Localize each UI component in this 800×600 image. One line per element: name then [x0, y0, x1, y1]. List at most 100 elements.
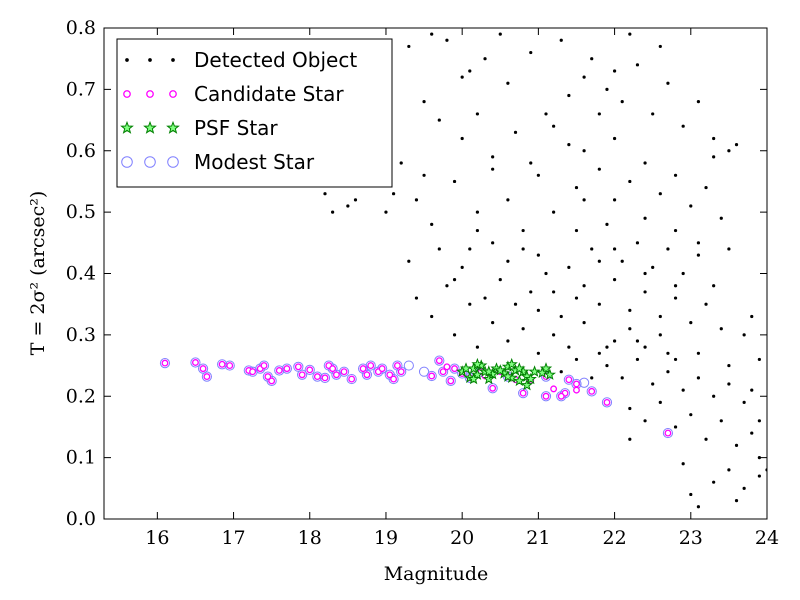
detected-object-point [605, 363, 609, 368]
modest-star-point [418, 366, 430, 377]
detected-object-point [750, 431, 754, 435]
detected-object-point [651, 112, 655, 116]
legend-label: Candidate Star [194, 82, 344, 106]
candidate-star-point [218, 360, 226, 368]
detected-object-point [666, 247, 670, 251]
detected-object-point [597, 112, 601, 116]
x-tick-label: 19 [374, 527, 398, 549]
candidate-star-point [264, 373, 272, 381]
detected-object-point [696, 505, 701, 509]
detected-object-point [681, 271, 685, 276]
modest-star-point [434, 355, 445, 366]
candidate-star-point [393, 362, 401, 370]
detected-object-point [635, 339, 640, 343]
x-tick-label: 22 [602, 527, 626, 549]
detected-object-point [475, 210, 480, 214]
candidate-star-point [447, 377, 455, 385]
detected-object-point [437, 247, 441, 251]
psf-star-point [513, 362, 526, 374]
modest-star-point [396, 366, 407, 377]
detected-object-point [346, 204, 350, 208]
detected-object-point [544, 271, 548, 276]
detected-object-point [574, 357, 579, 362]
detected-object-point [513, 302, 518, 306]
candidate-star-point [573, 386, 580, 394]
detected-object-point [628, 327, 632, 331]
detected-object-point [651, 265, 655, 269]
detected-object-point [582, 284, 586, 288]
detected-object-point [536, 253, 540, 257]
modest-star-point [586, 386, 597, 397]
candidate-star-point [378, 365, 386, 373]
detected-object-point [597, 302, 601, 306]
detected-object-point [620, 259, 624, 263]
candidate-star-point [428, 372, 436, 380]
y-tick-label: 0.2 [66, 385, 96, 407]
detected-object-point [475, 112, 480, 116]
candidate-star-point [439, 368, 447, 376]
candidate-star-point [306, 366, 314, 374]
detected-object-point [612, 278, 617, 282]
detected-object-point [460, 265, 464, 269]
detected-object-point [750, 314, 754, 319]
candidate-star-point [588, 387, 596, 395]
detected-object-point [696, 376, 701, 380]
modest-star-point [365, 360, 376, 371]
detected-object-point [498, 278, 502, 282]
detected-object-point [590, 376, 594, 380]
candidate-star-point [313, 373, 321, 381]
detected-object-point [567, 265, 571, 269]
detected-object-point [658, 44, 662, 49]
legend-marker [166, 120, 180, 134]
detected-object-point [582, 75, 586, 79]
detected-object-point [673, 357, 678, 362]
detected-object-point [559, 370, 563, 374]
candidate-star-point [550, 385, 558, 393]
detected-object-point [391, 192, 396, 196]
x-tick-label: 23 [679, 527, 703, 549]
modest-star-point [281, 363, 292, 374]
candidate-star-point [348, 375, 356, 383]
detected-object-point [445, 38, 449, 42]
psf-star-point [482, 372, 495, 385]
legend-marker [120, 120, 134, 134]
detected-object-point [628, 308, 632, 312]
legend-label: Modest Star [194, 150, 315, 174]
detected-object-point [651, 382, 655, 386]
detected-object-layer [323, 32, 767, 509]
modest-star-point [438, 366, 449, 377]
detected-object-point [612, 69, 617, 73]
detected-object-point [468, 247, 472, 251]
psf-star-point [520, 378, 534, 391]
legend-marker [143, 120, 157, 134]
y-tick-label: 0.4 [66, 263, 96, 285]
detected-object-point [635, 63, 640, 67]
detected-object-point [727, 382, 731, 386]
psf-star-point [543, 368, 556, 380]
modest-star-point [338, 366, 350, 377]
detected-object-point [689, 492, 693, 497]
candidate-star-point [565, 376, 573, 384]
detected-object-point [468, 69, 472, 73]
detected-object-point [460, 75, 464, 79]
detected-object-point [719, 216, 723, 220]
detected-object-point [498, 32, 502, 36]
x-axis-ticks: 16 17 18 19 20 21 22 23 24 [145, 28, 779, 549]
detected-object-point [734, 143, 739, 147]
detected-object-point [742, 333, 746, 337]
detected-object-point [590, 57, 594, 61]
detected-object-point [491, 321, 495, 325]
candidate-star-point [435, 357, 443, 365]
legend-marker [167, 156, 179, 168]
legend-label: PSF Star [194, 116, 278, 140]
detected-object-point [506, 198, 510, 202]
candidate-star-point [260, 362, 268, 370]
detected-object-point [673, 284, 678, 288]
candidate-star-point [519, 389, 527, 397]
detected-object-point [582, 198, 586, 202]
y-tick-label: 0.1 [66, 447, 96, 469]
psf-star-point [524, 372, 537, 385]
detected-object-point [506, 81, 510, 85]
psf-star-point [505, 357, 518, 370]
